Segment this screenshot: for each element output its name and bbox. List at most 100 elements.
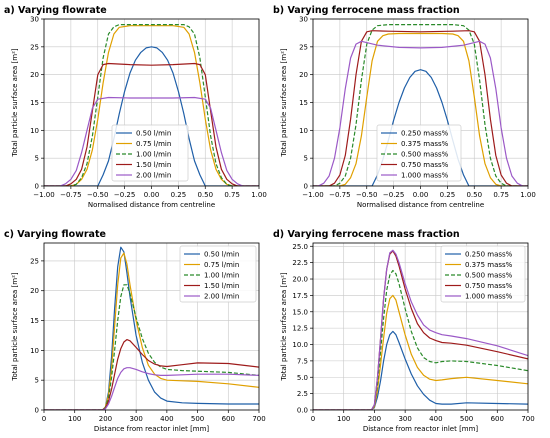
- y-tick-label: 30: [299, 16, 308, 24]
- y-tick-label: 15: [30, 99, 39, 107]
- legend: 0.250 mass% 0.375 mass% 0.500 mass% 0.750 m…: [376, 124, 462, 182]
- y-tick-label: 10.0: [292, 341, 308, 349]
- x-tick-label: 600: [222, 415, 235, 423]
- axes-frame: [312, 18, 529, 187]
- legend-box: [440, 245, 526, 303]
- legend: 0.50 l/min 0.75 l/min 1.00 l/min 1.50 l/min…: [179, 245, 257, 303]
- legend-box: [111, 124, 189, 182]
- y-tick-label: 25: [30, 43, 39, 51]
- x-axis-label: Distance from reactor inlet [mm]: [94, 425, 210, 433]
- x-tick-label: 0.00: [144, 191, 160, 199]
- x-tick-label: 700: [521, 415, 534, 423]
- series-group: [313, 249, 528, 410]
- series-line-4: [44, 339, 259, 410]
- panel-title: a) Varying flowrate: [4, 5, 107, 16]
- series-line-2: [313, 294, 528, 410]
- x-tick-label: −0.50: [356, 191, 377, 199]
- y-axis-label: Total particle surface area [m²]: [280, 48, 288, 157]
- legend: 0.50 l/min 0.75 l/min 1.00 l/min 1.50 l/min…: [111, 124, 189, 182]
- series-line-5: [44, 367, 259, 410]
- legend-label: 0.375 mass%: [401, 140, 449, 148]
- legend-label: 0.75 l/min: [136, 140, 171, 148]
- y-tick-label: 10: [30, 347, 39, 355]
- y-tick-label: 15.0: [292, 308, 308, 316]
- y-tick-label: 17.5: [292, 292, 308, 300]
- x-tick-label: 0.00: [413, 191, 429, 199]
- series-line-2: [44, 25, 259, 186]
- series-line-4: [44, 62, 259, 186]
- y-tick-label: 25: [299, 43, 308, 51]
- x-tick-label: 0.25: [440, 191, 456, 199]
- legend-label: 2.00 l/min: [136, 172, 171, 180]
- x-tick-label: 400: [429, 415, 442, 423]
- x-tick-label: −0.75: [60, 191, 81, 199]
- legend-box: [376, 124, 462, 182]
- x-axis-label: Distance from reactor inlet [mm]: [363, 425, 479, 433]
- y-tick-label: 20.0: [292, 276, 308, 284]
- x-tick-label: −0.25: [383, 191, 404, 199]
- series-line-2: [313, 32, 528, 186]
- x-tick-label: 700: [252, 415, 265, 423]
- legend-label: 1.50 l/min: [204, 282, 239, 290]
- axes-frame: [43, 18, 260, 187]
- legend-label: 0.50 l/min: [204, 251, 239, 259]
- legend-label: 1.000 mass%: [465, 293, 513, 301]
- legend-label: 1.00 l/min: [204, 272, 239, 280]
- y-tick-label: 5: [304, 155, 308, 163]
- y-tick-label: 30: [30, 16, 39, 24]
- x-tick-label: 1.00: [251, 191, 267, 199]
- x-tick-label: −1.00: [33, 191, 54, 199]
- legend-label: 1.00 l/min: [136, 151, 171, 159]
- x-tick-label: 0.50: [466, 191, 482, 199]
- y-tick-label: 25: [30, 257, 39, 265]
- y-tick-label: 12.5: [292, 325, 308, 333]
- series-line-1: [313, 330, 528, 410]
- panel-4: 0 100 200 300 400 500 600 700 0.0 2.5 5.0 7.5 10.0 12…: [273, 229, 535, 433]
- x-tick-label: 0: [42, 415, 46, 423]
- panel-title: b) Varying ferrocene mass fraction: [273, 5, 460, 16]
- x-tick-label: 600: [491, 415, 504, 423]
- x-tick-label: −0.75: [329, 191, 350, 199]
- x-tick-label: 500: [191, 415, 204, 423]
- y-tick-label: 0.0: [297, 407, 308, 415]
- legend-label: 0.50 l/min: [136, 130, 171, 138]
- x-tick-label: 300: [398, 415, 411, 423]
- y-tick-label: 0: [35, 407, 39, 415]
- series-line-5: [313, 249, 528, 410]
- x-tick-label: −1.00: [302, 191, 323, 199]
- y-axis-label: Total particle surface area [m²]: [11, 48, 19, 157]
- panel-1: −1.00 −0.75 −0.50 −0.25 0.00 0.25 0.50 0.75 1.00…: [4, 5, 267, 209]
- x-tick-label: 500: [460, 415, 473, 423]
- legend-label: 0.500 mass%: [401, 151, 449, 159]
- legend-box: [179, 245, 257, 303]
- y-tick-label: 0: [35, 183, 39, 191]
- x-tick-label: 0.75: [224, 191, 240, 199]
- y-tick-label: 15: [299, 99, 308, 107]
- panel-title: c) Varying flowrate: [4, 229, 106, 240]
- legend-label: 0.250 mass%: [465, 251, 513, 259]
- y-tick-label: 20: [30, 287, 39, 295]
- series-line-5: [44, 96, 259, 186]
- y-tick-label: 5: [35, 377, 39, 385]
- series-group: [44, 246, 259, 410]
- y-tick-label: 15: [30, 317, 39, 325]
- series-line-5: [313, 40, 528, 186]
- legend-label: 0.75 l/min: [204, 261, 239, 269]
- y-tick-label: 5.0: [297, 374, 308, 382]
- panel-2: −1.00 −0.75 −0.50 −0.25 0.00 0.25 0.50 0.75 1.00…: [273, 5, 536, 209]
- x-tick-label: 200: [368, 415, 381, 423]
- series-line-3: [44, 284, 259, 410]
- axes-frame: [312, 242, 529, 411]
- x-tick-label: 100: [68, 415, 81, 423]
- x-axis-label: Normalised distance from centreline: [357, 201, 484, 209]
- y-tick-label: 10: [30, 127, 39, 135]
- legend-label: 2.00 l/min: [204, 293, 239, 301]
- x-tick-label: 100: [337, 415, 350, 423]
- y-tick-label: 20: [299, 71, 308, 79]
- legend-label: 0.375 mass%: [465, 261, 513, 269]
- legend-label: 1.000 mass%: [401, 172, 449, 180]
- series-line-3: [313, 269, 528, 410]
- x-tick-label: 300: [129, 415, 142, 423]
- y-tick-label: 20: [30, 71, 39, 79]
